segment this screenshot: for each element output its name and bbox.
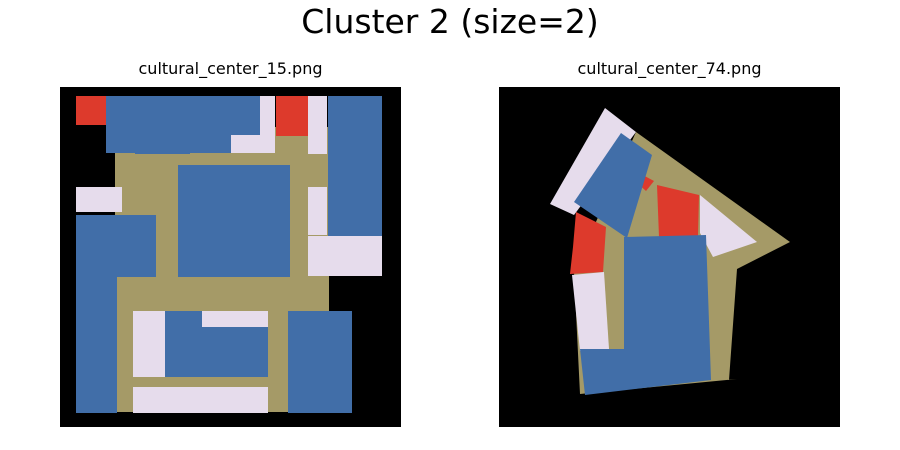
blue-rooms [574, 133, 711, 395]
red-rooms [570, 173, 699, 274]
panel-title-right: cultural_center_74.png [577, 59, 762, 78]
light-rooms [550, 108, 757, 351]
figure-title: Cluster 2 (size=2) [301, 2, 599, 41]
light-rooms [76, 96, 382, 413]
panel-title-left: cultural_center_15.png [138, 59, 323, 78]
red-rooms [76, 96, 308, 136]
floor-plan-left [60, 87, 401, 427]
floor-plan-right [499, 87, 840, 427]
